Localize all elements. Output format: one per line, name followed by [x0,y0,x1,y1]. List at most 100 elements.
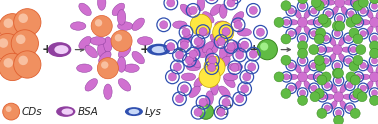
Circle shape [370,41,378,51]
Ellipse shape [340,84,346,93]
Circle shape [208,56,217,64]
Circle shape [281,1,291,11]
Ellipse shape [376,65,378,73]
Ellipse shape [85,79,98,91]
Ellipse shape [215,21,229,29]
Ellipse shape [118,79,131,91]
Circle shape [234,21,242,29]
Ellipse shape [118,22,133,30]
Circle shape [191,14,211,35]
Ellipse shape [343,94,353,99]
Circle shape [353,0,359,6]
Ellipse shape [295,65,301,73]
Ellipse shape [304,26,310,35]
Circle shape [371,58,378,64]
Circle shape [350,75,360,85]
Circle shape [335,78,342,84]
Ellipse shape [295,81,301,89]
Circle shape [288,8,294,14]
Circle shape [324,105,330,111]
Circle shape [16,34,25,44]
Ellipse shape [210,34,222,45]
Circle shape [355,74,361,80]
Circle shape [345,35,352,41]
Ellipse shape [331,101,337,109]
Ellipse shape [361,74,370,79]
Circle shape [297,95,308,105]
Circle shape [297,72,308,82]
Ellipse shape [219,86,230,97]
Circle shape [217,37,225,46]
Circle shape [316,61,325,71]
Circle shape [317,75,327,85]
Circle shape [260,43,268,51]
Circle shape [333,115,344,124]
Circle shape [208,0,216,1]
Ellipse shape [118,45,131,58]
Circle shape [316,74,322,80]
Circle shape [0,14,26,41]
Circle shape [318,46,324,53]
Circle shape [360,8,366,14]
Circle shape [353,34,363,44]
Circle shape [334,30,341,37]
Circle shape [281,55,291,65]
Ellipse shape [104,37,112,52]
Circle shape [345,58,352,64]
Text: +: + [140,43,150,56]
Circle shape [160,21,168,29]
Ellipse shape [332,6,338,15]
Circle shape [311,0,321,7]
Ellipse shape [197,39,205,53]
Ellipse shape [289,20,298,25]
Circle shape [297,0,308,4]
Circle shape [370,72,378,82]
Circle shape [299,58,306,64]
Circle shape [323,35,329,41]
Ellipse shape [342,47,351,52]
Circle shape [311,31,317,37]
Ellipse shape [129,109,139,114]
Ellipse shape [173,21,187,29]
Ellipse shape [77,64,92,72]
Circle shape [314,1,324,11]
Ellipse shape [223,73,238,81]
Ellipse shape [339,37,345,46]
Circle shape [227,43,235,51]
Ellipse shape [211,39,218,53]
Ellipse shape [125,107,143,116]
Circle shape [353,89,363,98]
Ellipse shape [331,84,337,93]
Circle shape [360,31,366,37]
Circle shape [321,72,331,82]
Circle shape [333,92,344,102]
Circle shape [335,21,345,31]
Circle shape [115,34,122,41]
Circle shape [311,8,317,14]
Circle shape [335,0,345,7]
Ellipse shape [206,49,214,63]
Ellipse shape [152,46,166,53]
Ellipse shape [203,12,214,23]
Circle shape [347,82,353,88]
Ellipse shape [219,56,230,68]
Circle shape [227,0,235,7]
Ellipse shape [98,0,106,10]
Ellipse shape [367,10,373,18]
Circle shape [231,63,239,72]
Circle shape [281,34,291,44]
Circle shape [349,28,359,38]
Circle shape [3,103,20,120]
Ellipse shape [211,81,218,95]
Circle shape [235,51,244,59]
Circle shape [199,98,207,106]
Circle shape [348,11,354,17]
Circle shape [194,108,202,116]
Circle shape [311,85,317,91]
Circle shape [346,72,356,82]
Circle shape [356,45,366,55]
Ellipse shape [304,65,310,73]
Ellipse shape [376,10,378,18]
Circle shape [240,41,249,49]
Circle shape [325,11,332,17]
